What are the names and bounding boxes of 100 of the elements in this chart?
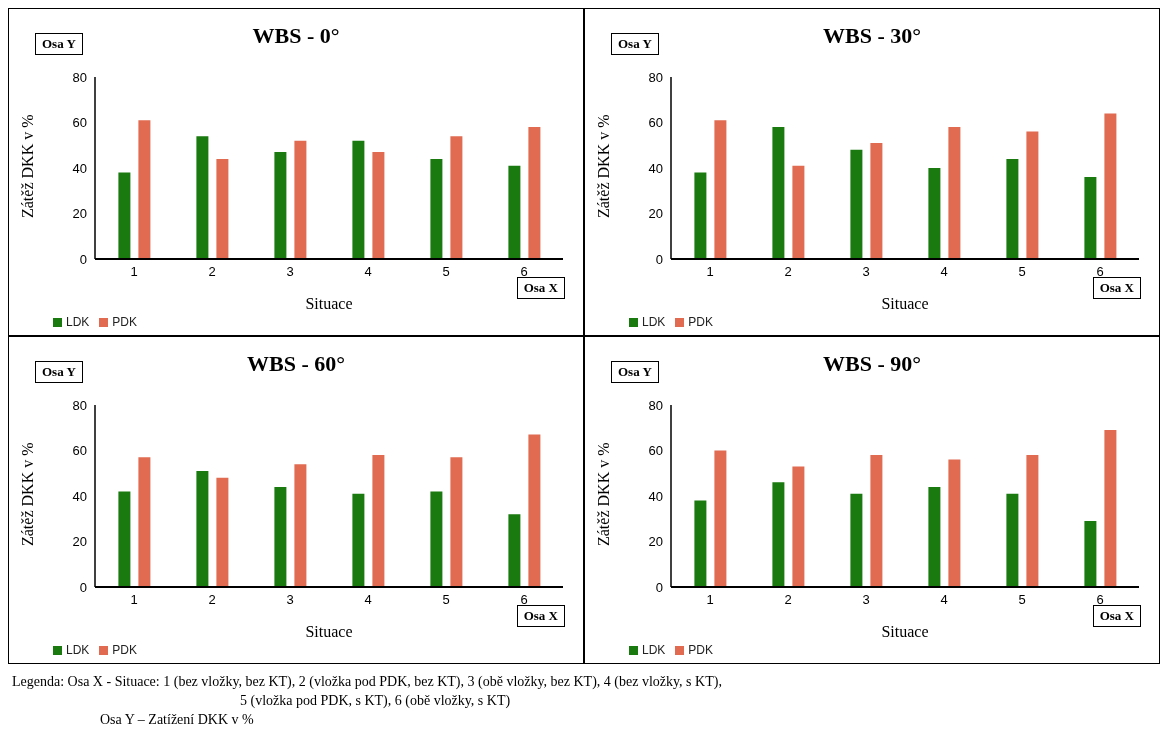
bar [694, 500, 707, 587]
bar [216, 477, 229, 587]
bar [216, 158, 229, 259]
legend-label: PDK [688, 315, 714, 329]
text: Osa X [523, 608, 558, 623]
x-tick-label: 6 [1096, 592, 1104, 608]
legend-label: LDK [642, 643, 666, 657]
bar [138, 120, 151, 259]
legend-label: LDK [66, 315, 90, 329]
x-tick-label: 2 [784, 264, 792, 280]
bar [274, 486, 287, 587]
x-tick-label: 4 [364, 592, 372, 608]
bar [850, 493, 863, 587]
x-tick-label: 6 [1096, 264, 1104, 280]
bar [714, 120, 727, 259]
y-tick-label: 80 [72, 69, 87, 85]
legend-label: PDK [688, 643, 714, 657]
y-tick-label: 40 [648, 488, 663, 504]
y-tick-label: 80 [72, 397, 87, 413]
bar [1026, 131, 1039, 259]
x-tick-label: 3 [286, 264, 294, 280]
bar [430, 158, 443, 259]
x-tick-label: 3 [862, 592, 870, 608]
bar [196, 470, 209, 587]
bar [792, 165, 805, 259]
y-tick-label: 20 [648, 534, 663, 550]
x-tick-label: 6 [520, 264, 528, 280]
chart-title: WBS - 60° [246, 351, 346, 376]
x-axis-title: Situace [305, 623, 353, 640]
legend-label: LDK [66, 643, 90, 657]
x-tick-label: 2 [784, 592, 792, 608]
y-tick-label: 20 [648, 206, 663, 222]
bar [430, 491, 443, 587]
y-tick-label: 40 [648, 160, 663, 176]
text: Osa Y [611, 361, 659, 383]
x-tick-label: 4 [364, 264, 372, 280]
x-tick-label: 2 [208, 592, 216, 608]
x-axis-title: Situace [305, 295, 353, 312]
bar [294, 140, 307, 259]
chart-title: WBS - 30° [822, 23, 922, 48]
text: Osa Y [35, 361, 83, 383]
bar [196, 136, 209, 259]
bar [1026, 455, 1039, 587]
bar [1084, 177, 1097, 259]
bar [528, 434, 541, 587]
x-tick-label: 6 [520, 592, 528, 608]
x-tick-label: 5 [1018, 264, 1026, 280]
y-tick-label: 0 [79, 579, 87, 595]
bar [694, 172, 707, 259]
bar [508, 514, 521, 587]
y-tick-label: 20 [72, 534, 87, 550]
x-tick-label: 1 [706, 264, 714, 280]
x-axis-title: Situace [881, 623, 929, 640]
x-tick-label: 4 [940, 592, 948, 608]
x-tick-label: 5 [442, 592, 450, 608]
bar [372, 152, 385, 259]
text: Osa X [523, 280, 558, 295]
y-tick-label: 60 [648, 443, 663, 459]
bar [1104, 113, 1117, 259]
y-axis-title: Zátěž DKK v % [18, 114, 36, 218]
bar [772, 127, 785, 259]
bar [528, 127, 541, 259]
bar [352, 493, 365, 587]
x-tick-label: 1 [130, 264, 138, 280]
x-axis-title: Situace [881, 295, 929, 312]
bar [870, 142, 883, 259]
legend-label: LDK [642, 315, 666, 329]
text: Osa Y – Zatížení DKK v % [99, 711, 255, 729]
y-tick-label: 20 [72, 206, 87, 222]
bar [1006, 158, 1019, 259]
bar [1084, 521, 1097, 587]
bar [928, 486, 941, 587]
bar [274, 152, 287, 259]
text: Osa X [1099, 608, 1134, 623]
y-tick-label: 0 [79, 251, 87, 267]
x-tick-label: 5 [442, 264, 450, 280]
chart-title: WBS - 90° [822, 351, 922, 376]
bar [1006, 493, 1019, 587]
x-tick-label: 4 [940, 264, 948, 280]
y-tick-label: 80 [648, 397, 663, 413]
bar [118, 491, 131, 587]
y-tick-label: 0 [655, 251, 663, 267]
y-tick-label: 40 [72, 488, 87, 504]
y-tick-label: 60 [72, 443, 87, 459]
y-tick-label: 0 [655, 579, 663, 595]
x-tick-label: 3 [862, 264, 870, 280]
text: Osa X [1099, 280, 1134, 295]
bar [450, 457, 463, 587]
y-axis-title: Zátěž DKK v % [594, 442, 612, 546]
bar [1104, 430, 1117, 587]
y-tick-label: 60 [72, 115, 87, 131]
y-tick-label: 40 [72, 160, 87, 176]
x-tick-label: 1 [706, 592, 714, 608]
bar [508, 165, 521, 259]
bar [450, 136, 463, 259]
chart-title: WBS - 0° [252, 23, 340, 48]
bar [792, 466, 805, 587]
x-tick-label: 1 [130, 592, 138, 608]
x-tick-label: 5 [1018, 592, 1026, 608]
y-axis-title: Zátěž DKK v % [18, 442, 36, 546]
